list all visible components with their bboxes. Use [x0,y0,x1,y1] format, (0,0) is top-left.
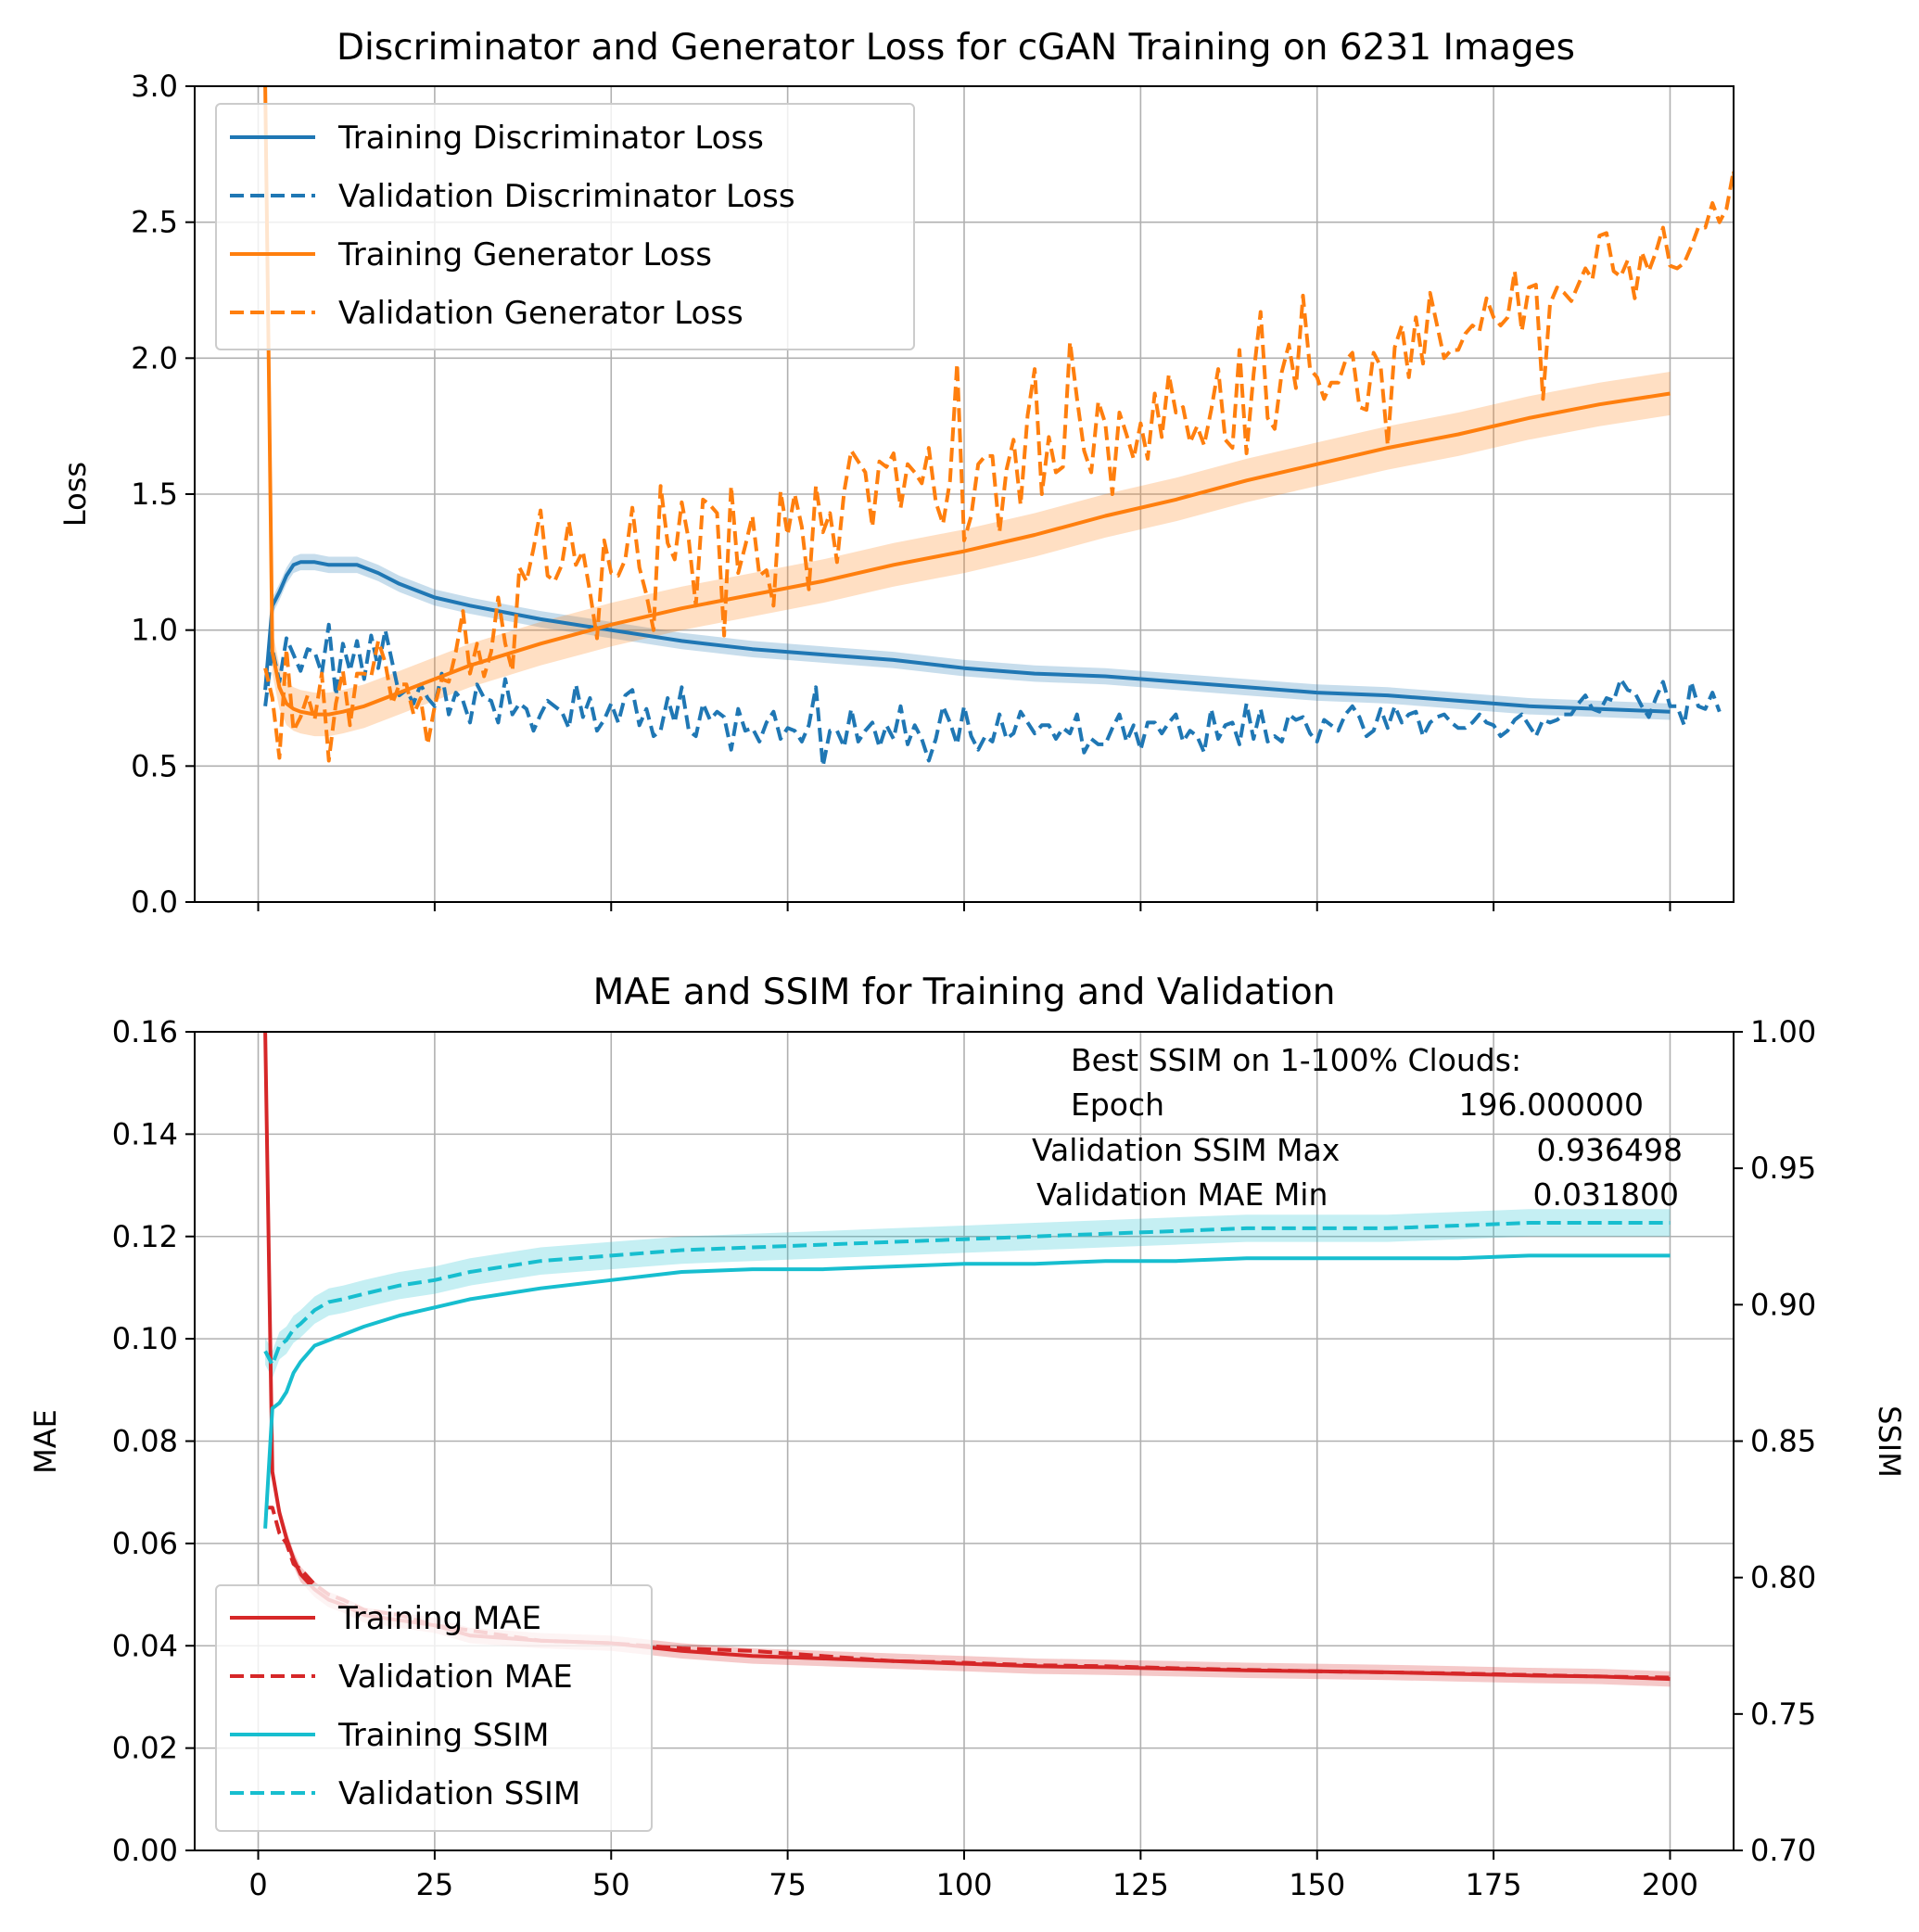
mae-ssim-chart-y-tick-label: 0.04 [112,1628,178,1663]
legend-label-val-gen: Validation Generator Loss [338,295,743,332]
loss-chart-x-ticks [257,902,1671,911]
validation-generator-loss-line [263,168,1734,763]
mae-ssim-chart-y-tick-label: 0.10 [112,1321,178,1356]
mae-ssim-chart-y2-ticks: 0.70 0.75 0.80 0.85 0.90 0.95 1.00 [1734,1014,1816,1868]
validation-ssim-band [265,1209,1671,1379]
mae-ssim-chart-y2-tick-label: 0.90 [1750,1287,1816,1322]
mae-ssim-chart-y2-tick-label: 0.95 [1750,1150,1816,1186]
mae-ssim-chart-y-ticks: 0.00 0.02 0.04 0.06 0.08 0.10 0.12 0.14 0.16 [112,1014,195,1868]
mae-ssim-chart-title: MAE and SSIM for Training and Validation [593,972,1336,1013]
mae-ssim-chart-y2-tick-label: 0.75 [1750,1697,1816,1732]
loss-chart-lines [263,86,1734,769]
validation-discriminator-loss-line [263,622,1722,769]
training-discriminator-loss-band [265,553,1671,720]
loss-chart: Discriminator and Generator Loss for cGA… [57,27,1735,920]
mae-ssim-chart-legend: Training MAE Validation MAE Training SSI… [215,1584,653,1832]
training-discriminator-loss-line [263,560,1671,714]
mae-ssim-chart-legend-box [215,1584,653,1832]
loss-chart-y-label: Loss [57,462,93,527]
mae-ssim-chart-y-tick-label: 0.02 [112,1731,178,1766]
mae-ssim-chart-y2-tick-label: 0.80 [1750,1560,1816,1595]
annotation-ssim-value: 0.936498 [1537,1132,1683,1168]
training-generator-loss-line [263,86,1671,717]
mae-ssim-chart-x-tick-label: 75 [769,1867,807,1902]
mae-ssim-chart-x-tick-label: 125 [1112,1867,1169,1902]
mae-ssim-chart-y-tick-label: 0.16 [112,1014,178,1049]
annotation-epoch-label: Epoch [1071,1087,1164,1123]
legend-label-train-gen: Training Generator Loss [337,236,712,273]
mae-ssim-chart-y-label: MAE [28,1409,63,1474]
loss-chart-legend: Training Discriminator Loss Validation D… [215,103,915,350]
loss-chart-y-tick-label: 1.5 [131,477,178,512]
mae-ssim-chart-x-tick-label: 175 [1466,1867,1522,1902]
legend-label-train-mae: Training MAE [337,1600,541,1637]
mae-ssim-chart-y-tick-label: 0.14 [112,1116,178,1151]
loss-chart-y-ticks: 0.0 0.5 1.0 1.5 2.0 2.5 3.0 [131,69,195,920]
annotation-epoch-value: 196.000000 [1459,1087,1644,1123]
mae-ssim-chart-x-tick-label: 0 [248,1867,267,1902]
loss-chart-y-tick-label: 3.0 [131,69,178,104]
mae-ssim-chart-y2-tick-label: 1.00 [1750,1014,1816,1049]
loss-chart-legend-box [215,103,915,350]
mae-ssim-chart-y2-tick-label: 0.85 [1750,1424,1816,1459]
mae-ssim-chart-x-tick-label: 150 [1289,1867,1345,1902]
mae-ssim-chart-y-tick-label: 0.08 [112,1424,178,1459]
annotation-mae-value: 0.031800 [1533,1176,1679,1213]
mae-ssim-chart-y-tick-label: 0.00 [112,1833,178,1868]
mae-ssim-chart-x-tick-label: 100 [935,1867,992,1902]
training-ssim-line [263,1253,1671,1529]
loss-chart-y-tick-label: 1.0 [131,613,178,648]
legend-label-val-mae: Validation MAE [338,1659,573,1696]
loss-chart-y-tick-label: 0.5 [131,748,178,783]
annotation-mae-label: Validation MAE Min [1036,1176,1328,1213]
mae-ssim-chart: MAE and SSIM for Training and Validation… [28,972,1907,1902]
mae-ssim-chart-x-ticks: 0 25 50 75 100 125 150 175 200 [248,1850,1698,1902]
legend-label-train-disc: Training Discriminator Loss [337,120,764,157]
mae-ssim-chart-x-tick-label: 25 [416,1867,454,1902]
training-generator-loss-band [265,86,1671,737]
mae-ssim-chart-x-tick-label: 50 [592,1867,630,1902]
annotation-heading: Best SSIM on 1-100% Clouds: [1071,1042,1521,1078]
loss-chart-bands [265,86,1671,737]
loss-chart-y-tick-label: 2.0 [131,340,178,375]
mae-ssim-chart-y-tick-label: 0.06 [112,1526,178,1561]
mae-ssim-chart-x-tick-label: 200 [1642,1867,1698,1902]
loss-chart-title: Discriminator and Generator Loss for cGA… [337,27,1575,69]
loss-chart-y-tick-label: 0.0 [131,884,178,920]
best-ssim-annotation: Best SSIM on 1-100% Clouds: Epoch 196.00… [1032,1042,1683,1213]
legend-label-train-ssim: Training SSIM [337,1717,550,1754]
legend-label-val-ssim: Validation SSIM [338,1775,580,1812]
mae-ssim-chart-y-tick-label: 0.12 [112,1219,178,1254]
mae-ssim-chart-y2-tick-label: 0.70 [1750,1833,1816,1868]
annotation-ssim-label: Validation SSIM Max [1032,1132,1340,1168]
legend-label-val-disc: Validation Discriminator Loss [338,178,795,215]
validation-ssim-line [263,1221,1671,1367]
mae-ssim-chart-y2-label: SSIM [1872,1405,1907,1478]
loss-chart-y-tick-label: 2.5 [131,205,178,240]
